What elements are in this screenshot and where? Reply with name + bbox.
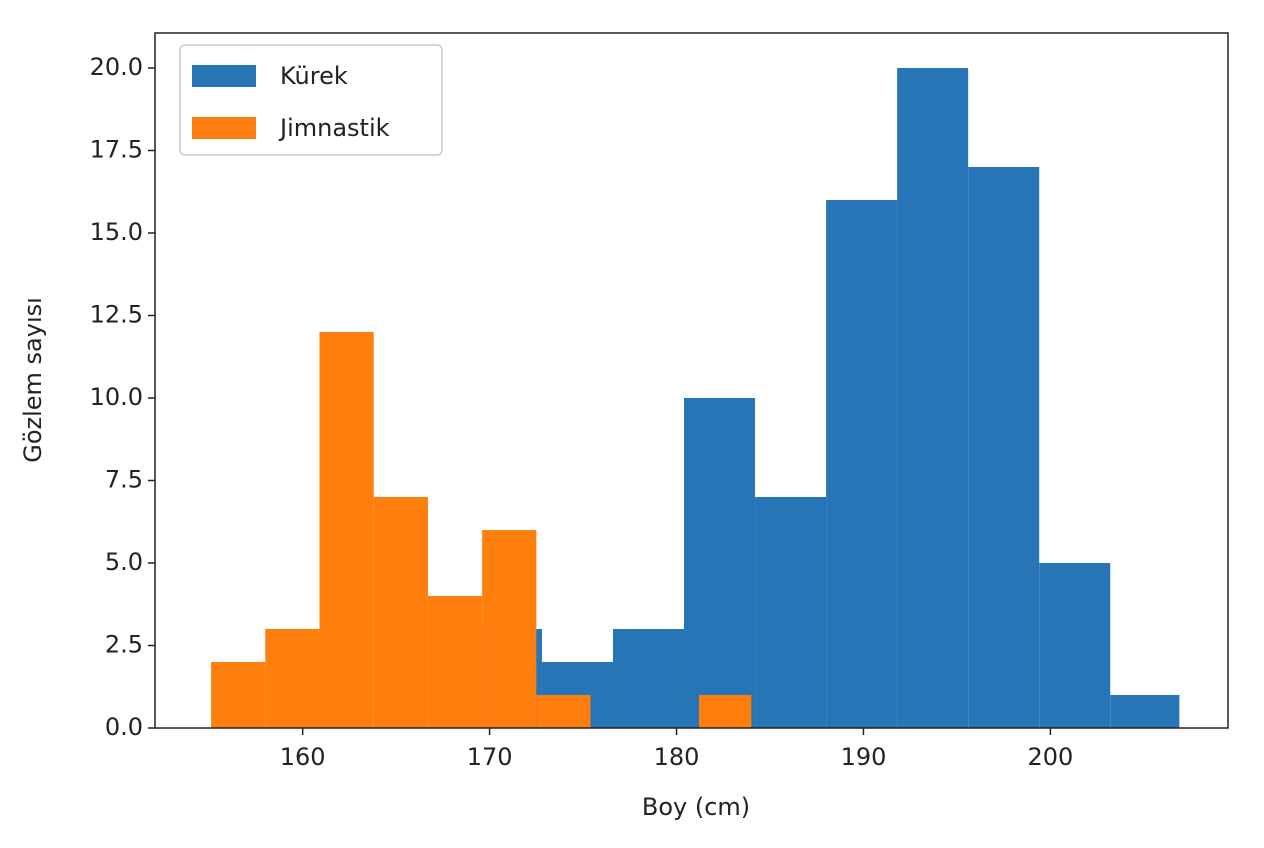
y-tick-label: 15.0 <box>90 218 143 246</box>
bar <box>612 628 685 728</box>
legend-label: Kürek <box>280 62 348 90</box>
y-tick-label: 7.5 <box>105 465 143 493</box>
bar <box>1110 694 1180 728</box>
y-tick-label: 20.0 <box>90 53 143 81</box>
y-tick-label: 17.5 <box>90 135 143 163</box>
legend-swatch <box>192 65 256 87</box>
x-tick-label: 190 <box>841 743 887 771</box>
bar <box>684 397 756 728</box>
bar <box>755 496 827 728</box>
bar <box>482 529 537 728</box>
bar <box>897 67 969 728</box>
x-axis-label: Boy (cm) <box>642 793 750 821</box>
bar <box>319 331 374 728</box>
x-tick-label: 160 <box>280 743 326 771</box>
bar <box>536 694 591 728</box>
plot-frame <box>154 32 1229 729</box>
bar <box>826 199 898 728</box>
x-tick-label: 180 <box>654 743 700 771</box>
y-tick-label: 0.0 <box>105 713 143 741</box>
bar <box>265 628 320 728</box>
bar <box>968 166 1040 728</box>
bar <box>427 595 483 728</box>
bar <box>1039 562 1111 728</box>
x-tick-label: 170 <box>467 743 513 771</box>
y-tick-label: 5.0 <box>105 548 143 576</box>
y-tick-label: 2.5 <box>105 630 143 658</box>
bar <box>698 694 752 728</box>
y-axis-label: Gözlem sayısı <box>19 297 47 463</box>
legend-label: Jimnastik <box>278 114 390 142</box>
bar <box>373 496 428 728</box>
legend-swatch <box>192 117 256 139</box>
x-tick-label: 200 <box>1028 743 1074 771</box>
bar <box>211 661 266 728</box>
y-tick-label: 12.5 <box>90 300 143 328</box>
y-tick-label: 10.0 <box>90 383 143 411</box>
